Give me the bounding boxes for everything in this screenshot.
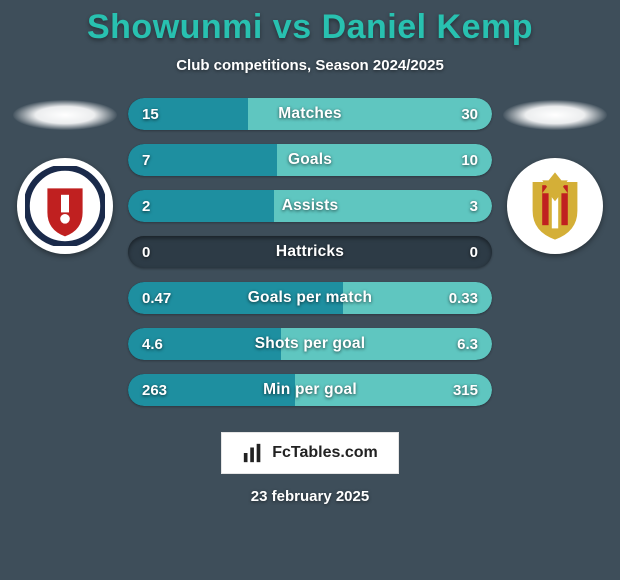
stat-label: Shots per goal bbox=[128, 328, 492, 360]
stat-label: Matches bbox=[128, 98, 492, 130]
subtitle: Club competitions, Season 2024/2025 bbox=[176, 57, 444, 74]
page-title: Showunmi vs Daniel Kemp bbox=[87, 8, 533, 47]
footer-date: 23 february 2025 bbox=[251, 488, 369, 505]
left-side bbox=[10, 98, 120, 254]
footer-brand-text: FcTables.com bbox=[272, 444, 378, 462]
stat-row: 23Assists bbox=[128, 190, 492, 222]
bar-chart-icon bbox=[242, 442, 264, 464]
stat-row: 263315Min per goal bbox=[128, 374, 492, 406]
club-crest-icon bbox=[515, 166, 595, 246]
stat-row: 710Goals bbox=[128, 144, 492, 176]
right-side bbox=[500, 98, 610, 254]
club-crest-icon bbox=[25, 166, 105, 246]
stat-label: Assists bbox=[128, 190, 492, 222]
right-club-crest bbox=[507, 158, 603, 254]
main-row: 1530Matches 710Goals 23Assists 00Hattricks 0… bbox=[0, 98, 620, 406]
stat-label: Goals bbox=[128, 144, 492, 176]
footer-brand-logo: FcTables.com bbox=[221, 432, 399, 474]
stat-row: 00Hattricks bbox=[128, 236, 492, 268]
halo-left bbox=[13, 100, 117, 130]
left-club-crest bbox=[17, 158, 113, 254]
stats-bars: 1530Matches 710Goals 23Assists 00Hattricks 0… bbox=[128, 98, 492, 406]
stat-label: Hattricks bbox=[128, 236, 492, 268]
stat-label: Goals per match bbox=[128, 282, 492, 314]
stat-row: 0.470.33Goals per match bbox=[128, 282, 492, 314]
infographic-root: Showunmi vs Daniel Kemp Club competition… bbox=[0, 0, 620, 580]
stat-row: 1530Matches bbox=[128, 98, 492, 130]
stat-row: 4.66.3Shots per goal bbox=[128, 328, 492, 360]
halo-right bbox=[503, 100, 607, 130]
stat-label: Min per goal bbox=[128, 374, 492, 406]
